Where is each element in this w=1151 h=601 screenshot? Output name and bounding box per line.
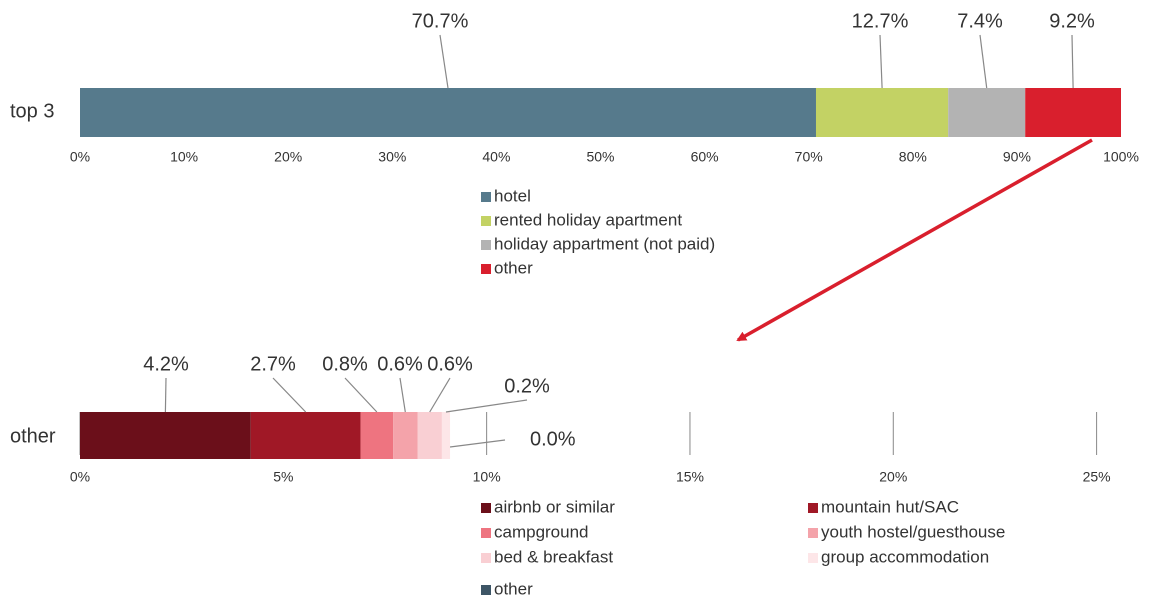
x-tick-label: 100%: [1103, 149, 1139, 165]
data-label: 0.0%: [530, 428, 576, 450]
bar-segment: [80, 412, 251, 459]
legend-swatch: [808, 503, 818, 513]
bar-segment: [250, 412, 361, 459]
data-label: 9.2%: [1049, 10, 1095, 32]
legend-label: group accommodation: [821, 547, 989, 566]
data-label: 0.8%: [322, 353, 368, 375]
arrow: [736, 138, 1093, 342]
bar-segment: [393, 412, 418, 459]
bar-segment: [80, 88, 816, 137]
legend-swatch: [481, 528, 491, 538]
data-label: 0.2%: [504, 375, 550, 397]
x-tick-label: 20%: [274, 149, 302, 165]
x-tick-label: 20%: [879, 469, 907, 485]
leader-line: [439, 34, 449, 89]
legend-label: other: [494, 579, 533, 598]
legend-swatch: [481, 264, 491, 274]
data-label: 70.7%: [412, 10, 469, 32]
leader-line: [272, 377, 307, 413]
x-tick-label: 0%: [70, 149, 90, 165]
category-label: top 3: [10, 100, 54, 122]
x-tick-label: 90%: [1003, 149, 1031, 165]
legend-label: airbnb or similar: [494, 497, 615, 516]
legend-swatch: [808, 528, 818, 538]
legend-label: bed & breakfast: [494, 547, 613, 566]
leader-line: [879, 34, 883, 89]
bar-segment: [1025, 88, 1121, 137]
legend-label: youth hostel/guesthouse: [821, 522, 1005, 541]
category-label: other: [10, 425, 56, 447]
legend-label: hotel: [494, 186, 531, 205]
legend-swatch: [481, 503, 491, 513]
legend-label: rented holiday apartment: [494, 210, 682, 229]
bar-segment: [948, 88, 1026, 137]
leader-line: [445, 399, 528, 413]
legend-swatch: [481, 553, 491, 563]
x-tick-label: 25%: [1083, 469, 1111, 485]
data-label: 7.4%: [957, 10, 1003, 32]
legend-swatch: [481, 192, 491, 202]
legend-swatch: [808, 553, 818, 563]
leader-line: [429, 377, 451, 413]
bar-segment: [815, 88, 949, 137]
leader-line: [1071, 34, 1074, 89]
data-label: 0.6%: [377, 353, 423, 375]
legend-label: other: [494, 258, 533, 277]
x-tick-label: 5%: [273, 469, 293, 485]
legend-swatch: [481, 240, 491, 250]
x-tick-label: 30%: [378, 149, 406, 165]
legend-label: holiday appartment (not paid): [494, 234, 715, 253]
x-tick-label: 15%: [676, 469, 704, 485]
legend-label: campground: [494, 522, 589, 541]
x-tick-label: 70%: [795, 149, 823, 165]
legend-label: mountain hut/SAC: [821, 497, 959, 516]
x-tick-label: 40%: [482, 149, 510, 165]
leader-line: [979, 34, 988, 89]
leader-line: [164, 377, 167, 413]
x-tick-label: 0%: [70, 469, 90, 485]
bar-segment: [441, 412, 451, 459]
leader-line: [449, 439, 506, 448]
bar-segment: [417, 412, 442, 459]
x-tick-label: 50%: [586, 149, 614, 165]
x-tick-label: 60%: [691, 149, 719, 165]
x-tick-label: 10%: [473, 469, 501, 485]
legend-swatch: [481, 216, 491, 226]
leader-line: [344, 377, 378, 413]
data-label: 12.7%: [852, 10, 909, 32]
x-tick-label: 10%: [170, 149, 198, 165]
bar-segment: [360, 412, 394, 459]
data-label: 2.7%: [250, 353, 296, 375]
data-label: 0.6%: [427, 353, 473, 375]
x-tick-label: 80%: [899, 149, 927, 165]
leader-line: [399, 377, 406, 413]
data-label: 4.2%: [143, 353, 189, 375]
legend-swatch: [481, 585, 491, 595]
